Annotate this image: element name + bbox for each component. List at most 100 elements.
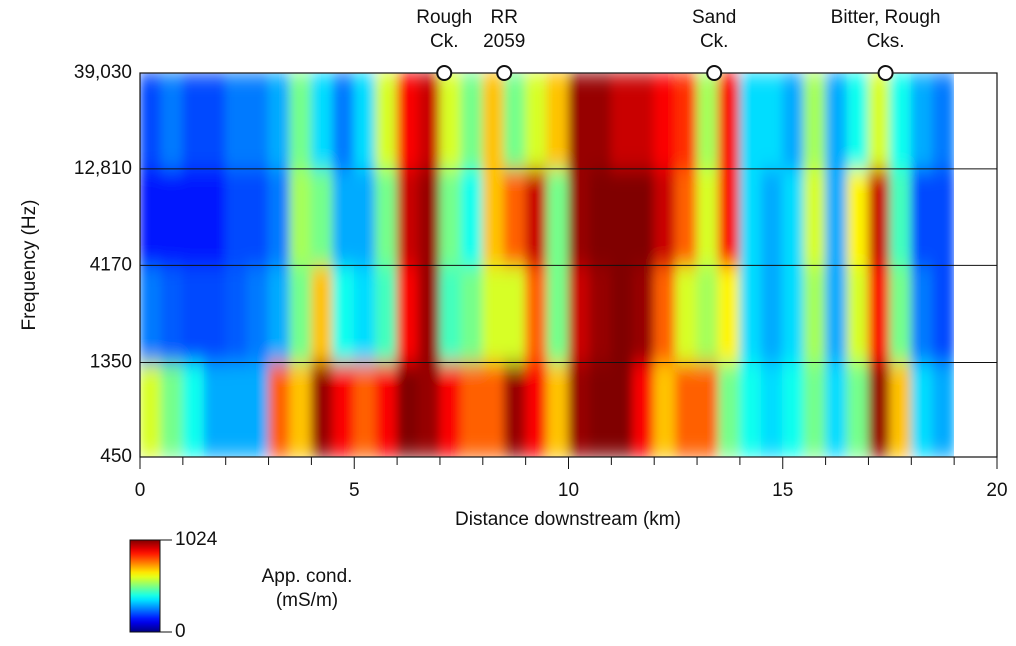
site-label: RR [490, 7, 517, 28]
heatmap-cell [439, 264, 462, 363]
heatmap-cell [803, 361, 827, 457]
heatmap-cell [140, 264, 162, 363]
heatmap-cell [525, 73, 548, 170]
heatmap-cell [375, 73, 398, 170]
heatmap-cell [332, 168, 355, 266]
heatmap-cell [203, 264, 227, 363]
heatmap-cell [675, 73, 698, 170]
heatmap-cell [439, 168, 462, 266]
heatmap-cell [632, 73, 655, 170]
heatmap-cell [696, 168, 719, 266]
heatmap-cell [632, 168, 655, 266]
heatmap-cell [482, 168, 505, 266]
heatmap-cell [353, 73, 377, 170]
heatmap-cell [310, 168, 334, 266]
site-marker [496, 65, 513, 81]
heatmap-cell [246, 168, 270, 266]
heatmap-cell [589, 73, 612, 170]
colorbar-tick-label: 0 [175, 621, 186, 642]
heatmap-cell [460, 168, 484, 266]
heatmap-cell [310, 264, 334, 363]
heatmap-cell [910, 361, 934, 457]
heatmap-cell [396, 361, 420, 457]
heatmap-cell [268, 73, 291, 170]
site-label: Bitter, Rough [831, 7, 941, 28]
heatmap-cell [160, 73, 184, 170]
heatmap-cell [653, 264, 677, 363]
heatmap-cell [203, 73, 227, 170]
heatmap-cell [610, 73, 634, 170]
heatmap-cell [546, 168, 569, 266]
heatmap-cell [568, 361, 591, 457]
heatmap-cell [696, 264, 719, 363]
heatmap-cell [225, 168, 248, 266]
heatmap-cell [889, 168, 912, 266]
heatmap-cell [739, 264, 762, 363]
heatmap-cell [867, 168, 891, 266]
heatmap-cell [460, 361, 484, 457]
heatmap-cell [268, 264, 291, 363]
heatmap-cell [289, 264, 312, 363]
site-label: Cks. [867, 31, 905, 52]
heatmap-cell [503, 168, 527, 266]
heatmap-cell [140, 361, 162, 457]
heatmap-cell [503, 73, 527, 170]
heatmap-cell [589, 264, 612, 363]
heatmap-cell [696, 73, 719, 170]
heatmap-cell [910, 73, 934, 170]
heatmap-cell [696, 361, 719, 457]
heatmap-cell [910, 168, 934, 266]
heatmap-cell [825, 361, 848, 457]
heatmap-cell [717, 168, 741, 266]
heatmap-cell [160, 168, 184, 266]
heatmap-cell [396, 73, 420, 170]
heatmap-cell [525, 361, 548, 457]
heatmap-cell [525, 168, 548, 266]
site-marker [706, 65, 723, 81]
heatmap-cell [246, 264, 270, 363]
heatmap-cell [289, 361, 312, 457]
heatmap-cell [717, 73, 741, 170]
heatmap-cell [460, 264, 484, 363]
heatmap-cell [653, 168, 677, 266]
heatmap-cell [803, 168, 827, 266]
heatmap-cell [846, 361, 869, 457]
heatmap-cell [289, 168, 312, 266]
heatmap-cell [418, 264, 441, 363]
heatmap-cell [140, 73, 162, 170]
heatmap-cell [675, 361, 698, 457]
heatmap-cell [482, 361, 505, 457]
heatmap-cell [889, 264, 912, 363]
heatmap-cell [396, 168, 420, 266]
heatmap-cell [568, 168, 591, 266]
y-tick-label: 12,810 [74, 158, 132, 179]
heatmap-cell [439, 361, 462, 457]
x-tick-label: 20 [986, 480, 1007, 501]
heatmap-cell [289, 73, 312, 170]
y-tick-label: 1350 [90, 351, 132, 372]
heatmap-cell [375, 361, 398, 457]
heatmap-cell [739, 73, 762, 170]
y-tick-label: 4170 [90, 254, 132, 275]
x-tick-label: 15 [772, 480, 793, 501]
site-marker [877, 65, 894, 81]
colorbar-label: (mS/m) [276, 590, 338, 611]
heatmap-cell [182, 361, 205, 457]
heatmap-cell [546, 264, 569, 363]
heatmap-cell [332, 264, 355, 363]
heatmap-cell [760, 264, 784, 363]
heatmap-cell [353, 168, 377, 266]
heatmap-cell [846, 168, 869, 266]
heatmap-cell [246, 73, 270, 170]
heatmap-cell [375, 168, 398, 266]
heatmap-cell [910, 264, 934, 363]
heatmap-cell [632, 264, 655, 363]
heatmap-cell [332, 73, 355, 170]
heatmap-cell [782, 264, 805, 363]
x-axis-label: Distance downstream (km) [455, 509, 681, 530]
heatmap-cell [439, 73, 462, 170]
heatmap-cell [268, 361, 291, 457]
heatmap-cell [653, 73, 677, 170]
heatmap-cell [675, 168, 698, 266]
